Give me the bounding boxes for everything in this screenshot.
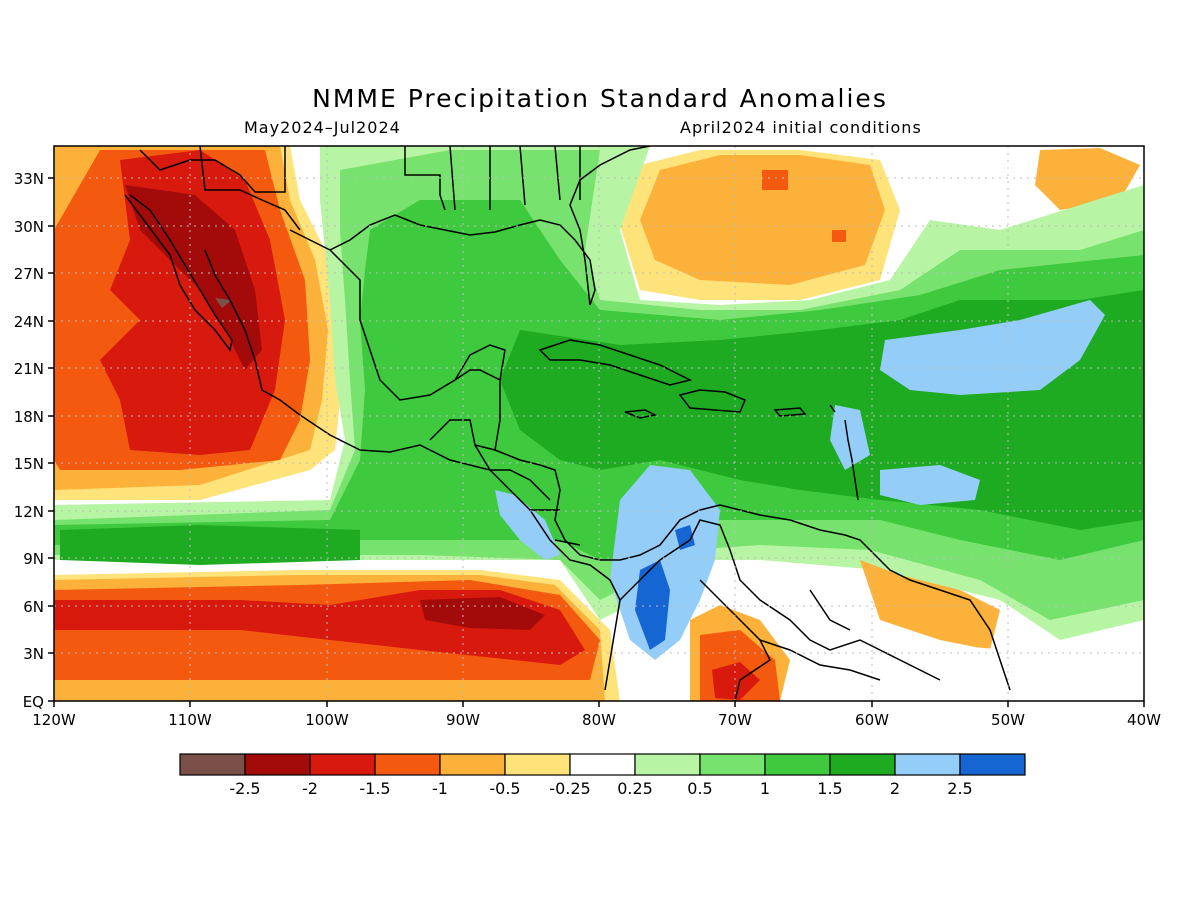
wet-max-colombia-core — [635, 560, 670, 650]
lat-label: 15N — [14, 455, 44, 473]
dry-spot-atlantic-1 — [762, 170, 788, 190]
lat-label: 33N — [14, 170, 44, 188]
coast-hispaniola — [678, 389, 746, 413]
lat-label: 18N — [14, 408, 44, 426]
lat-label: 24N — [14, 313, 44, 331]
coast-baja-california — [124, 194, 233, 352]
dry-core-brown — [215, 298, 232, 308]
legend-label: -0.25 — [549, 779, 590, 798]
legend-label: 1.5 — [817, 779, 842, 798]
dry-region-mexico-dark-red — [125, 185, 262, 370]
wet-max-colombia-core-north — [675, 525, 695, 550]
legend-color-box — [959, 753, 1026, 776]
coast-us-east — [569, 146, 651, 306]
legend-color-box — [439, 753, 506, 776]
coast-gulf-mexico — [289, 229, 501, 451]
legend-color-box — [829, 753, 896, 776]
legend-label: 0.5 — [687, 779, 712, 798]
coast-us-gulf — [329, 214, 596, 306]
dry-region-pacific-edge-white — [880, 640, 1020, 701]
lon-label: 50W — [991, 711, 1025, 729]
coast-lesser-antilles — [829, 404, 859, 501]
wet-max-atlantic-south — [880, 465, 980, 505]
lat-label: 12N — [14, 503, 44, 521]
legend-color-box — [569, 753, 636, 776]
lon-labels: 120W 110W 100W 90W 80W 70W 60W 50W 40W — [32, 711, 1161, 729]
lon-label: 100W — [305, 711, 349, 729]
legend-color-box — [309, 753, 376, 776]
border-mexico-guatemala — [429, 419, 496, 451]
dry-region-atlantic-orange — [640, 155, 885, 285]
lon-label: 80W — [582, 711, 616, 729]
wet-max-central-america — [495, 490, 560, 560]
lon-label: 40W — [1127, 711, 1161, 729]
legend-label: -0.5 — [489, 779, 520, 798]
legend-color-box — [504, 753, 571, 776]
lat-label: 9N — [23, 550, 44, 568]
dry-spot-atlantic-2 — [832, 230, 846, 242]
grid-lines — [54, 146, 1144, 701]
coast-yucatan — [454, 344, 506, 381]
legend-color-box — [634, 753, 701, 776]
anomaly-field — [54, 146, 1144, 701]
legend-label: -1 — [432, 779, 448, 798]
map-title: NMME Precipitation Standard Anomalies — [312, 84, 888, 113]
coast-mexico-us-gulf — [139, 146, 286, 193]
legend-label: -2.5 — [229, 779, 260, 798]
lat-label: 3N — [23, 645, 44, 663]
coast-cuba — [538, 339, 693, 386]
initial-conditions: April2024 initial conditions — [680, 118, 922, 137]
legend-label: 2.5 — [947, 779, 972, 798]
lon-label: 70W — [718, 711, 752, 729]
dry-core-venezuela — [712, 662, 760, 700]
legend-label: 2 — [890, 779, 900, 798]
border-central-america — [474, 444, 581, 546]
legend-color-box — [699, 753, 766, 776]
wet-region-pacific-band — [60, 525, 360, 565]
legend-color-box — [179, 753, 246, 776]
legend-color-box — [244, 753, 311, 776]
legend-color-box — [764, 753, 831, 776]
legend-label: -2 — [302, 779, 318, 798]
coastlines — [124, 146, 1011, 701]
lon-label: 110W — [168, 711, 212, 729]
legend-label: 1 — [760, 779, 770, 798]
coast-us-mexico-border — [199, 146, 301, 231]
lat-label: 27N — [14, 265, 44, 283]
wet-max-atlantic-north — [880, 300, 1105, 395]
legend-color-box — [374, 753, 441, 776]
legend-color-box — [894, 753, 961, 776]
legend-label: 0.25 — [617, 779, 653, 798]
legend-labels: -2.5 -2 -1.5 -1 -0.5 -0.25 0.25 0.5 1 1.5 2 2.5 — [229, 779, 972, 798]
lat-label: 30N — [14, 218, 44, 236]
lat-labels: 33N 30N 27N 24N 21N 18N 15N 12N 9N 6N 3N… — [14, 170, 44, 711]
wet-max-atlantic-mid — [830, 405, 870, 470]
lat-label: EQ — [23, 693, 44, 711]
lon-label: 90W — [446, 711, 480, 729]
lon-label: 60W — [855, 711, 889, 729]
lat-label: 21N — [14, 360, 44, 378]
axis-ticks — [48, 177, 1145, 707]
coast-puerto-rico — [773, 407, 807, 417]
dry-band-pacific-dark-red — [420, 597, 545, 630]
coast-pacific-mexico — [204, 249, 621, 691]
border-venezuela-brazil — [759, 589, 881, 681]
dry-region-guiana — [860, 560, 1000, 650]
legend-colorbar — [179, 753, 1026, 776]
forecast-period: May2024–Jul2024 — [244, 118, 401, 137]
lon-label: 120W — [32, 711, 76, 729]
lat-label: 6N — [23, 598, 44, 616]
legend-label: -1.5 — [359, 779, 390, 798]
